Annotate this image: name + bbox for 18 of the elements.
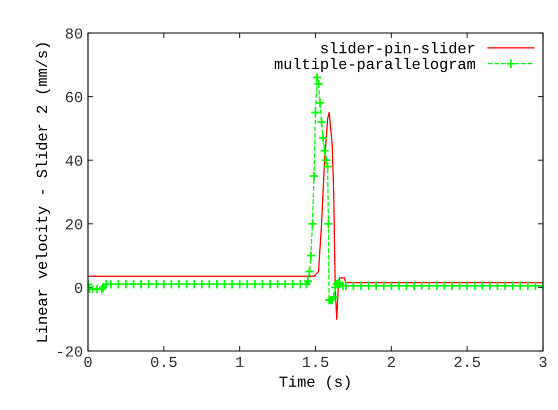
y-tick-label: -20 xyxy=(58,346,82,357)
y-tick-label: 40 xyxy=(66,156,82,166)
legend-label: multiple-parallelogram xyxy=(274,58,475,72)
x-axis-title: Time (s) xyxy=(279,376,350,390)
x-tick-label: 1 xyxy=(236,356,244,367)
y-tick-label: 60 xyxy=(66,92,82,102)
y-tick-label: 0 xyxy=(74,282,82,294)
x-tick-label: 1.5 xyxy=(302,356,328,368)
y-axis-title: Linear velocity - Slider 2 (mm/s) xyxy=(36,43,50,342)
x-tick-label: 2 xyxy=(388,356,395,367)
y-tick-label: 80 xyxy=(66,28,82,39)
line-series xyxy=(88,112,543,320)
x-tick-label: 2.5 xyxy=(454,356,480,368)
x-tick-label: 0.5 xyxy=(151,356,177,368)
legend-label: slider-pin-slider xyxy=(321,42,474,56)
x-tick-label: 0 xyxy=(84,356,92,368)
x-tick-label: 3 xyxy=(539,356,547,368)
y-tick-label: 20 xyxy=(66,219,82,230)
